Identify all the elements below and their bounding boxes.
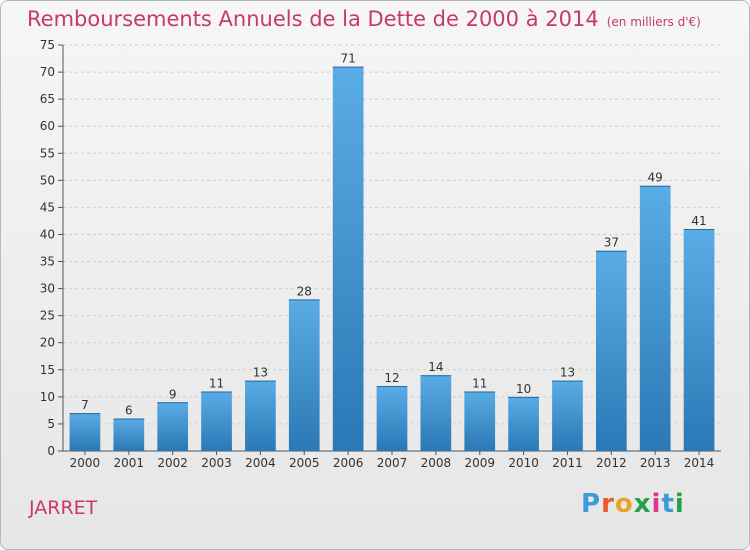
y-tick-label: 15 xyxy=(40,363,55,377)
bar-value-label: 11 xyxy=(209,376,224,390)
y-tick-label: 35 xyxy=(40,255,55,269)
x-tick-label: 2010 xyxy=(508,456,539,470)
logo-letter: i xyxy=(651,489,662,519)
chart-unit: (en milliers d'€) xyxy=(606,15,701,29)
bar xyxy=(332,66,364,452)
chart-title-text: Remboursements Annuels de la Dette de 20… xyxy=(27,7,599,31)
y-tick-label: 10 xyxy=(40,390,55,404)
bar xyxy=(288,299,320,451)
bar-value-label: 37 xyxy=(604,236,619,250)
y-tick-label: 0 xyxy=(47,444,55,458)
logo-letter: P xyxy=(581,489,602,519)
bar-value-label: 6 xyxy=(125,404,133,418)
x-tick-label: 2003 xyxy=(201,456,232,470)
x-tick-label: 2000 xyxy=(70,456,101,470)
logo-letter: r xyxy=(601,489,615,519)
bar xyxy=(508,396,539,451)
x-tick-label: 2008 xyxy=(421,456,452,470)
bar-value-label: 11 xyxy=(472,376,487,390)
bar xyxy=(157,402,189,451)
bar-value-label: 13 xyxy=(560,366,575,380)
bar xyxy=(595,250,627,451)
y-tick-label: 55 xyxy=(40,146,55,160)
bar-layer xyxy=(69,66,715,452)
logo-letter: i xyxy=(674,489,685,519)
bar xyxy=(113,418,145,451)
bar xyxy=(420,375,452,451)
y-tick-label: 45 xyxy=(40,200,55,214)
y-tick-label: 25 xyxy=(40,309,55,323)
y-tick-label: 5 xyxy=(47,417,55,431)
x-tick-label: 2012 xyxy=(596,456,627,470)
bar-value-label: 10 xyxy=(516,382,531,396)
logo-letter: t xyxy=(661,489,675,519)
x-tick-label: 2007 xyxy=(377,456,408,470)
bar xyxy=(201,391,232,451)
bar-value-label: 7 xyxy=(81,398,89,412)
bar xyxy=(552,380,583,451)
y-tick-label: 50 xyxy=(40,173,55,187)
bar xyxy=(376,386,408,451)
bar-value-label: 9 xyxy=(169,387,177,401)
y-tick-label: 75 xyxy=(40,38,55,52)
y-tick-label: 40 xyxy=(40,227,55,241)
y-tick-label: 70 xyxy=(40,65,55,79)
y-tick-label: 65 xyxy=(40,92,55,106)
x-tick-label: 2009 xyxy=(464,456,495,470)
y-tick-label: 30 xyxy=(40,282,55,296)
y-tick-label: 20 xyxy=(40,336,55,350)
logo-letter: o xyxy=(614,489,634,519)
x-tick-label: 2001 xyxy=(114,456,145,470)
x-tick-label: 2013 xyxy=(640,456,671,470)
bar-value-label: 28 xyxy=(297,284,312,298)
bar-value-label: 41 xyxy=(691,214,706,228)
chart-title: Remboursements Annuels de la Dette de 20… xyxy=(27,7,701,31)
bar-value-label: 12 xyxy=(384,371,399,385)
bar-value-label: 49 xyxy=(648,171,663,185)
bar-value-label: 13 xyxy=(253,366,268,380)
bar xyxy=(464,391,496,451)
x-tick-label: 2011 xyxy=(552,456,583,470)
x-tick-label: 2005 xyxy=(289,456,320,470)
x-tick-label: 2014 xyxy=(684,456,715,470)
label-layer: 7 2000 6 2001 9 2002 11 2003 13 2004 28 2005 71 2006 1… xyxy=(70,52,715,470)
bar xyxy=(683,229,715,451)
proxiti-logo: Proxiti xyxy=(581,489,685,519)
bar xyxy=(69,413,101,451)
x-tick-label: 2006 xyxy=(333,456,364,470)
bar xyxy=(245,380,276,451)
bar-value-label: 71 xyxy=(340,52,355,66)
logo-letter: x xyxy=(633,489,652,519)
x-tick-label: 2002 xyxy=(157,456,188,470)
y-tick-label: 60 xyxy=(40,119,55,133)
bar xyxy=(639,185,671,451)
commune-name: JARRET xyxy=(29,497,98,519)
bar-value-label: 14 xyxy=(428,360,443,374)
x-tick-label: 2004 xyxy=(245,456,276,470)
